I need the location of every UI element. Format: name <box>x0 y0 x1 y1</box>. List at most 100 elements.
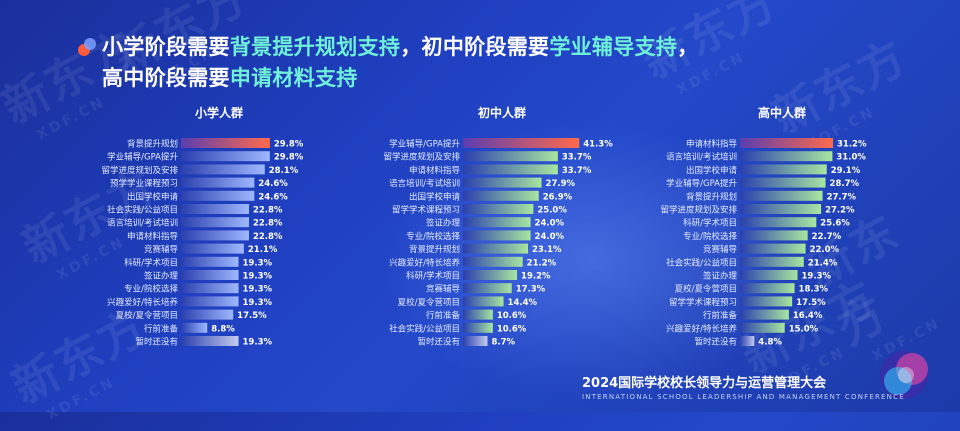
panel-title-middle: 初中人群 <box>478 106 527 120</box>
value-label-high-9: 21.4% <box>808 258 838 268</box>
value-label-high-14: 15.0% <box>789 324 819 334</box>
panel-title-high: 高中人群 <box>758 106 807 120</box>
bar-high-14 <box>740 322 785 333</box>
category-label-primary-6: 语言培训/考试培训 <box>107 218 178 229</box>
category-label-primary-4: 出国学校申请 <box>127 191 179 202</box>
value-label-middle-12: 14.4% <box>508 298 538 308</box>
value-label-primary-9: 19.3% <box>243 258 273 268</box>
category-label-primary-0: 背景提升规划 <box>127 139 178 150</box>
category-label-primary-14: 行前准备 <box>144 323 179 334</box>
category-label-middle-6: 签证办理 <box>426 218 461 229</box>
value-label-high-2: 29.1% <box>831 166 861 176</box>
bar-primary-2 <box>181 164 265 175</box>
category-label-high-10: 签证办理 <box>703 271 738 282</box>
category-label-high-9: 社会实践/公益项目 <box>666 257 737 268</box>
category-label-high-12: 留学学术课程预习 <box>669 297 737 308</box>
category-label-middle-13: 行前准备 <box>426 310 461 321</box>
value-label-primary-1: 29.8% <box>274 153 304 163</box>
value-label-primary-5: 22.8% <box>253 206 283 216</box>
category-label-middle-0: 学业辅导/GPA提升 <box>389 139 460 150</box>
category-label-high-11: 夏校/夏令营项目 <box>675 284 737 295</box>
category-label-primary-1: 学业辅导/GPA提升 <box>107 152 178 163</box>
brand-mark-icon <box>78 38 96 56</box>
category-label-middle-4: 出国学校申请 <box>409 191 461 202</box>
category-label-primary-9: 科研/学术项目 <box>124 257 178 268</box>
bar-middle-7 <box>463 230 531 241</box>
category-label-middle-1: 留学进度规划及安排 <box>383 152 460 163</box>
value-label-primary-13: 17.5% <box>237 311 267 321</box>
category-label-high-8: 竞赛辅导 <box>703 244 738 255</box>
value-label-middle-3: 27.9% <box>546 179 576 189</box>
conference-subtitle: INTERNATIONAL SCHOOL LEADERSHIP AND MANA… <box>582 393 905 401</box>
value-label-high-13: 16.4% <box>793 311 823 321</box>
bar-middle-6 <box>463 217 531 228</box>
category-label-high-0: 申请材料指导 <box>686 139 738 150</box>
bar-middle-13 <box>463 309 493 320</box>
value-label-middle-6: 24.0% <box>535 219 565 229</box>
bar-high-8 <box>740 243 806 254</box>
category-label-middle-14: 社会实践/公益项目 <box>389 323 460 334</box>
category-label-primary-2: 留学进度规划及安排 <box>101 165 178 176</box>
value-label-middle-4: 26.9% <box>543 192 573 202</box>
bar-charts: 背景提升规划 29.8% 学业辅导/GPA提升 29.8% 留学进度规划及安排 28.1%… <box>101 138 861 348</box>
category-label-high-3: 学业辅导/GPA提升 <box>666 178 737 189</box>
value-label-high-8: 22.0% <box>810 245 840 255</box>
bar-primary-9 <box>181 256 239 267</box>
value-label-high-3: 28.7% <box>830 179 860 189</box>
category-label-middle-2: 申请材料指导 <box>409 165 461 176</box>
value-label-high-6: 25.6% <box>820 219 850 229</box>
category-label-middle-15: 暂时还没有 <box>417 337 460 348</box>
bar-primary-3 <box>181 177 255 188</box>
bar-primary-1 <box>181 151 270 162</box>
value-label-primary-14: 8.8% <box>211 324 235 334</box>
bar-middle-14 <box>463 322 493 333</box>
bar-high-10 <box>740 270 798 280</box>
value-label-primary-8: 21.1% <box>248 245 278 255</box>
bar-primary-6 <box>181 217 249 228</box>
category-label-high-7: 专业/院校选择 <box>683 231 737 242</box>
value-label-primary-2: 28.1% <box>269 166 299 176</box>
category-label-high-4: 背景提升规划 <box>686 191 737 202</box>
bar-primary-8 <box>181 243 244 254</box>
value-label-middle-0: 41.3% <box>583 140 613 150</box>
bar-primary-12 <box>181 296 239 307</box>
value-label-high-15: 4.8% <box>758 338 782 348</box>
value-label-high-7: 22.7% <box>812 232 842 242</box>
bar-middle-0 <box>463 138 580 148</box>
bar-primary-5 <box>181 204 249 214</box>
conference-title: 2024国际学校校长领导力与运营管理大会 <box>582 376 827 391</box>
bar-middle-5 <box>463 204 534 214</box>
value-label-middle-9: 21.2% <box>527 258 557 268</box>
bar-primary-14 <box>181 322 208 333</box>
bar-high-11 <box>740 283 795 294</box>
value-label-middle-2: 33.7% <box>562 166 592 176</box>
category-label-high-14: 兴趣爱好/特长培养 <box>666 323 737 334</box>
bar-high-2 <box>740 164 827 175</box>
value-label-middle-5: 25.0% <box>537 206 567 216</box>
bar-middle-12 <box>463 296 504 307</box>
panel-title-primary: 小学人群 <box>195 106 244 120</box>
category-label-high-15: 暂时还没有 <box>694 337 737 348</box>
bar-middle-2 <box>463 164 558 175</box>
bar-high-3 <box>740 177 826 188</box>
value-label-middle-1: 33.7% <box>562 153 592 163</box>
bar-primary-0 <box>181 138 270 148</box>
bar-high-9 <box>740 256 804 267</box>
bar-middle-1 <box>463 151 558 162</box>
value-label-primary-0: 29.8% <box>274 140 304 150</box>
category-label-primary-11: 专业/院校选择 <box>124 284 178 295</box>
bar-high-13 <box>740 309 789 320</box>
value-label-middle-7: 24.0% <box>535 232 565 242</box>
value-label-primary-4: 24.6% <box>258 192 288 202</box>
bar-primary-11 <box>181 283 239 294</box>
value-label-high-11: 18.3% <box>799 285 829 295</box>
category-label-middle-9: 兴趣爱好/特长培养 <box>389 257 460 268</box>
value-label-high-5: 27.2% <box>825 206 855 216</box>
value-label-primary-11: 19.3% <box>243 285 273 295</box>
category-label-high-6: 科研/学术项目 <box>683 218 737 229</box>
category-label-primary-5: 社会实践/公益项目 <box>107 205 178 216</box>
bar-high-12 <box>740 296 793 307</box>
category-label-middle-5: 留学学术课程预习 <box>392 205 460 216</box>
category-label-middle-8: 背景提升规划 <box>409 244 460 255</box>
category-label-middle-11: 竞赛辅导 <box>426 284 461 295</box>
